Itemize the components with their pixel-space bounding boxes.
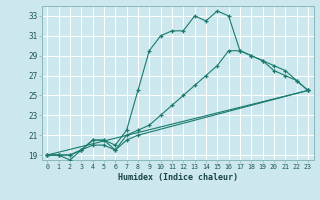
X-axis label: Humidex (Indice chaleur): Humidex (Indice chaleur) <box>118 173 237 182</box>
